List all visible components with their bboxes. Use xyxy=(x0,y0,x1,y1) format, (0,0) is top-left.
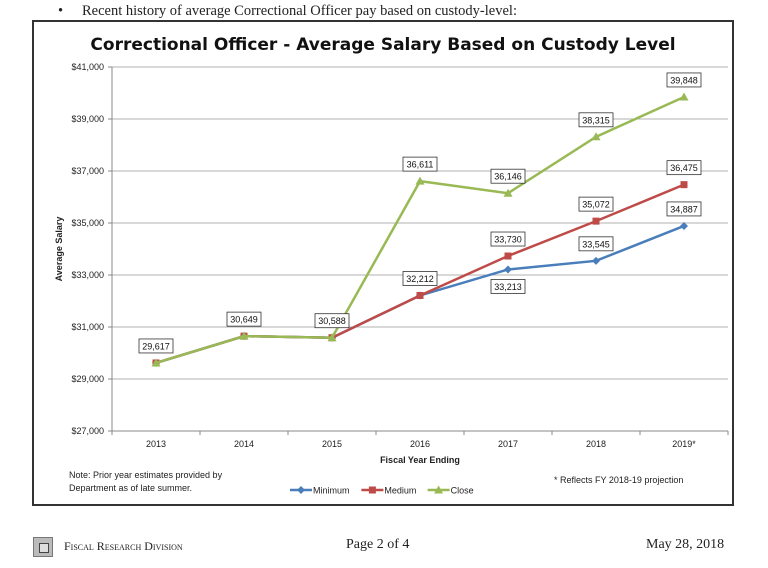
data-label-text: 38,315 xyxy=(582,115,610,125)
data-label-text: 36,146 xyxy=(494,172,522,182)
data-label: 36,475 xyxy=(666,160,702,176)
y-tick-label: $29,000 xyxy=(71,374,104,384)
data-label-text: 29,617 xyxy=(142,341,170,351)
data-label-box xyxy=(226,311,262,327)
data-label-box xyxy=(490,231,526,247)
data-label-box xyxy=(402,271,438,286)
footer-date: May 28, 2018 xyxy=(646,537,725,552)
y-axis-title: Average Salary xyxy=(54,217,64,282)
data-label-box xyxy=(578,196,614,212)
data-label-box xyxy=(490,279,526,294)
marker-diamond xyxy=(592,256,600,265)
marker-triangle xyxy=(151,358,161,367)
marker-diamond xyxy=(680,221,688,230)
intro-text: Recent history of average Correctional O… xyxy=(82,3,517,19)
y-tick-label: $35,000 xyxy=(71,218,104,228)
data-label-text: 33,730 xyxy=(494,235,522,245)
legend-label: Close xyxy=(451,486,474,496)
marker-square xyxy=(504,252,512,260)
series-close xyxy=(151,92,689,367)
data-label: 33,730 xyxy=(490,231,526,247)
data-label: 34,887 xyxy=(666,201,702,217)
x-tick-label: 2014 xyxy=(234,439,254,449)
data-label-box xyxy=(578,236,614,252)
marker-square xyxy=(416,291,424,299)
data-label-box xyxy=(666,72,702,88)
marker-diamond xyxy=(504,265,512,274)
fiscal-research-logo xyxy=(33,537,53,557)
x-tick-label: 2018 xyxy=(586,439,606,449)
marker-triangle xyxy=(679,92,689,101)
marker-triangle xyxy=(415,176,425,185)
x-tick-label: 2015 xyxy=(322,439,342,449)
marker-triangle xyxy=(503,188,513,197)
data-label-text: 30,649 xyxy=(230,315,258,325)
data-label: 32,212 xyxy=(402,271,438,286)
x-tick-label: 2016 xyxy=(410,439,430,449)
data-label-text: 33,213 xyxy=(494,282,522,292)
data-label: 30,649 xyxy=(226,311,262,327)
legend-item-medium: Medium xyxy=(361,486,416,496)
legend-item-minimum: Minimum xyxy=(290,486,350,496)
chart-note-line1: Note: Prior year estimates provided by xyxy=(69,470,223,480)
data-label: 39,848 xyxy=(666,72,702,88)
data-label-box xyxy=(402,156,438,172)
footer-division: Fiscal Research Division xyxy=(64,539,183,553)
x-tick-label: 2019* xyxy=(672,439,696,449)
legend-item-close: Close xyxy=(427,485,474,496)
data-label: 38,315 xyxy=(578,112,614,128)
legend-label: Medium xyxy=(384,486,416,496)
y-tick-label: $41,000 xyxy=(71,62,104,72)
data-label: 33,545 xyxy=(578,236,614,252)
data-label: 35,072 xyxy=(578,196,614,212)
marker-triangle xyxy=(591,132,601,141)
marker-square xyxy=(680,181,688,189)
data-label-text: 39,848 xyxy=(670,75,698,85)
bullet-icon: • xyxy=(58,3,64,19)
data-label-box xyxy=(490,168,526,184)
data-label-text: 35,072 xyxy=(582,200,610,210)
chart-footnote: * Reflects FY 2018-19 projection xyxy=(554,475,683,485)
marker-triangle xyxy=(239,331,249,340)
data-label-text: 33,545 xyxy=(582,239,610,249)
y-tick-label: $27,000 xyxy=(71,426,104,436)
data-label-text: 34,887 xyxy=(670,204,698,214)
chart-title: Correctional Officer - Average Salary Ba… xyxy=(90,35,675,55)
y-tick-label: $37,000 xyxy=(71,166,104,176)
data-label-box xyxy=(578,112,614,128)
data-label-box xyxy=(314,313,350,329)
x-tick-label: 2017 xyxy=(498,439,518,449)
marker-diamond xyxy=(297,486,305,494)
data-label-box xyxy=(666,201,702,217)
marker-square xyxy=(592,217,600,225)
y-tick-label: $33,000 xyxy=(71,270,104,280)
data-label-text: 32,212 xyxy=(406,274,434,284)
chart-note-line2: Department as of late summer. xyxy=(69,483,192,493)
y-tick-label: $39,000 xyxy=(71,114,104,124)
y-tick-label: $31,000 xyxy=(71,322,104,332)
data-label: 33,213 xyxy=(490,279,526,294)
data-label-text: 30,588 xyxy=(318,316,346,326)
x-axis-title: Fiscal Year Ending xyxy=(380,455,460,465)
footer-page-number: Page 2 of 4 xyxy=(346,537,410,552)
data-label: 36,146 xyxy=(490,168,526,184)
marker-triangle xyxy=(327,333,337,342)
data-label: 30,588 xyxy=(314,313,350,329)
legend: Minimum Medium Close xyxy=(290,485,474,496)
data-label-text: 36,611 xyxy=(407,160,434,170)
data-label: 29,617 xyxy=(138,338,174,354)
marker-square xyxy=(368,486,376,494)
marker-triangle xyxy=(434,485,444,494)
chart-frame xyxy=(32,20,734,506)
data-label: 36,611 xyxy=(402,156,438,172)
data-label-box xyxy=(138,338,174,354)
data-label-text: 36,475 xyxy=(670,163,698,173)
x-tick-label: 2013 xyxy=(146,439,166,449)
legend-label: Minimum xyxy=(313,486,350,496)
data-label-box xyxy=(666,160,702,176)
